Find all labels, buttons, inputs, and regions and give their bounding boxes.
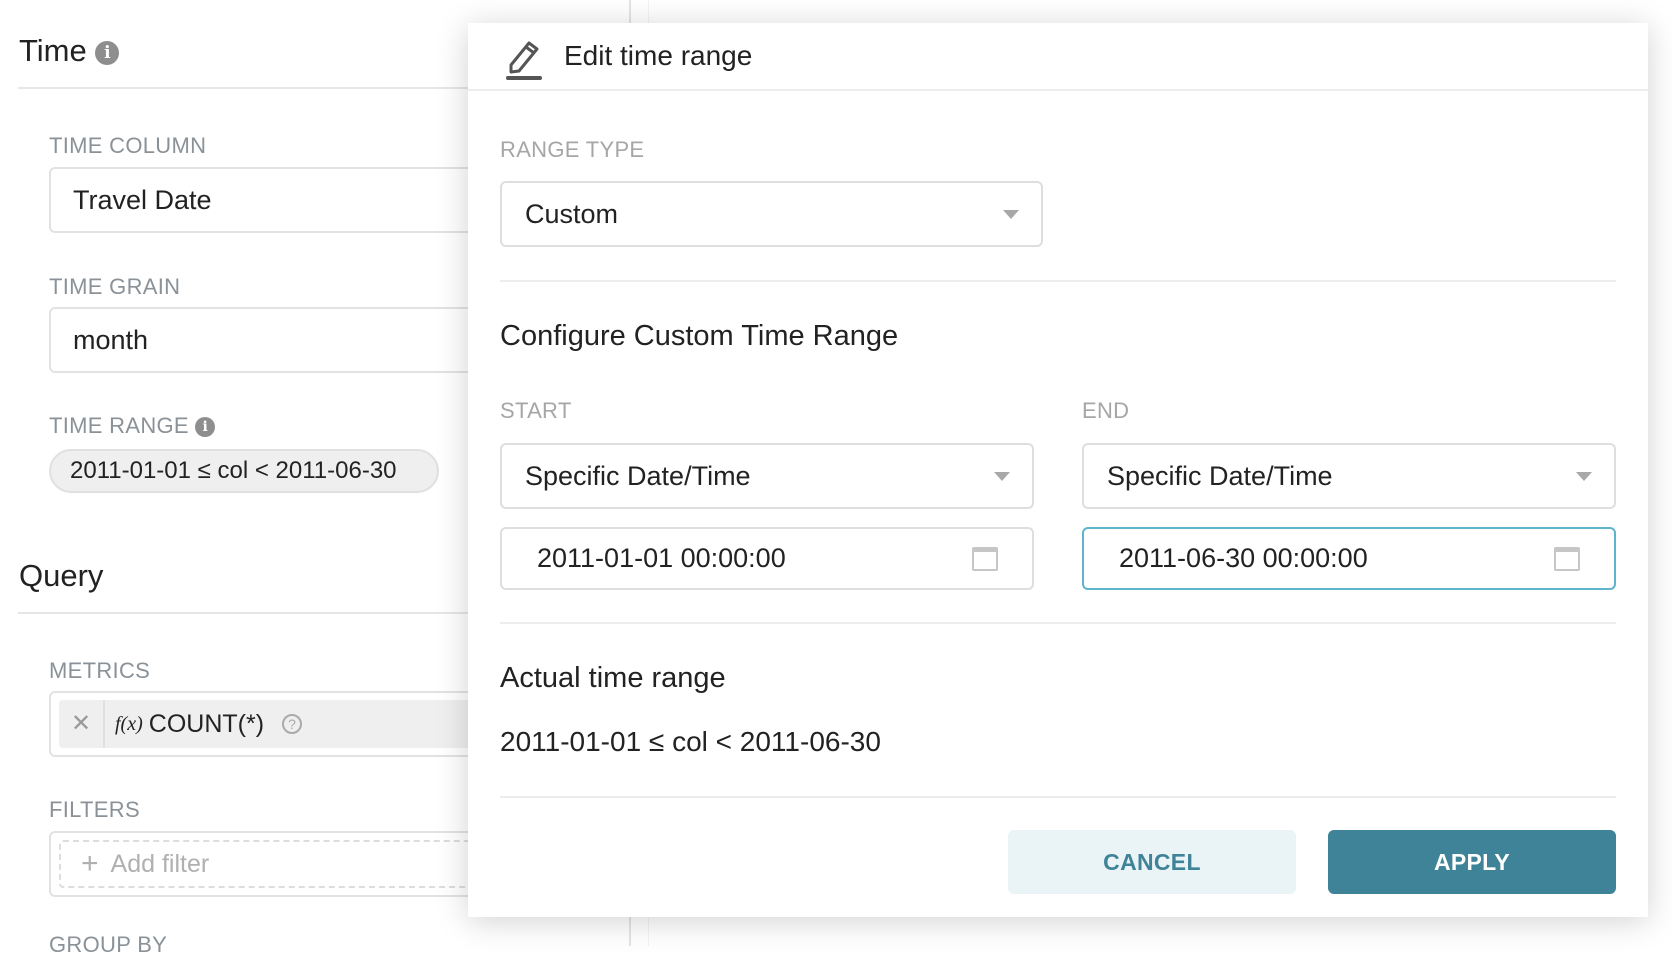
query-section-title: Query — [19, 558, 104, 593]
help-icon[interactable]: ? — [282, 714, 303, 734]
time-range-pill[interactable]: 2011-01-01 ≤ col < 2011-06-30 — [49, 449, 439, 493]
apply-button[interactable]: APPLY — [1328, 830, 1616, 894]
metric-tag: ✕ f(x) COUNT(*) ? — [59, 700, 499, 748]
range-type-label: RANGE TYPE — [500, 137, 645, 162]
end-mode-select[interactable]: Specific Date/Time — [1082, 443, 1616, 509]
filters-label: FILTERS — [49, 797, 140, 822]
divider — [18, 87, 478, 89]
time-title-text: Time — [19, 33, 87, 68]
calendar-icon[interactable] — [1554, 546, 1580, 571]
start-date-value: 2011-01-01 00:00:00 — [537, 543, 786, 573]
end-date-input[interactable]: 2011-06-30 00:00:00 — [1082, 527, 1616, 590]
metrics-label: METRICS — [49, 658, 151, 683]
metric-label[interactable]: COUNT(*) — [148, 709, 265, 738]
filters-field: + Add filter — [49, 831, 509, 897]
divider — [500, 796, 1616, 798]
divider — [18, 612, 478, 614]
remove-metric-icon[interactable]: ✕ — [59, 700, 105, 748]
divider — [500, 622, 1616, 624]
add-filter-label: Add filter — [110, 849, 210, 878]
start-mode-value: Specific Date/Time — [525, 460, 751, 491]
chevron-down-icon — [994, 472, 1010, 481]
start-mode-select[interactable]: Specific Date/Time — [500, 443, 1034, 509]
end-label: END — [1082, 398, 1130, 423]
time-grain-select[interactable]: month — [49, 307, 509, 373]
info-icon[interactable]: i — [195, 417, 216, 438]
time-column-select[interactable]: Travel Date — [49, 167, 509, 233]
actual-range-value: 2011-01-01 ≤ col < 2011-06-30 — [500, 726, 881, 757]
configure-title: Configure Custom Time Range — [500, 320, 899, 352]
edit-pencil-icon — [506, 41, 542, 80]
metrics-field[interactable]: ✕ f(x) COUNT(*) ? — [49, 691, 509, 757]
time-column-label: TIME COLUMN — [49, 133, 207, 158]
plus-icon: + — [81, 847, 99, 880]
end-mode-value: Specific Date/Time — [1107, 460, 1333, 491]
time-range-label-text: TIME RANGE — [49, 413, 189, 438]
time-section-title: Time i — [19, 33, 120, 69]
end-date-value: 2011-06-30 00:00:00 — [1119, 543, 1368, 573]
start-label: START — [500, 398, 572, 423]
popover-title: Edit time range — [564, 40, 753, 71]
fx-icon: f(x) — [115, 712, 143, 735]
info-icon[interactable]: i — [95, 40, 120, 65]
range-type-value: Custom — [525, 198, 619, 229]
start-date-input[interactable]: 2011-01-01 00:00:00 — [500, 527, 1034, 590]
add-filter-button[interactable]: + Add filter — [59, 840, 499, 888]
range-type-select[interactable]: Custom — [500, 181, 1043, 247]
popover-header: Edit time range — [468, 23, 1648, 91]
time-grain-label: TIME GRAIN — [49, 274, 181, 299]
edit-time-range-popover: Edit time range RANGE TYPE Custom Config… — [468, 23, 1648, 917]
group-by-label: GROUP BY — [49, 932, 168, 957]
actual-range-title: Actual time range — [500, 662, 726, 694]
chevron-down-icon — [1003, 210, 1019, 219]
time-range-label: TIME RANGE i — [49, 413, 216, 439]
calendar-icon[interactable] — [972, 546, 998, 571]
cancel-button[interactable]: CANCEL — [1008, 830, 1296, 894]
divider — [500, 280, 1616, 282]
chevron-down-icon — [1576, 472, 1592, 481]
